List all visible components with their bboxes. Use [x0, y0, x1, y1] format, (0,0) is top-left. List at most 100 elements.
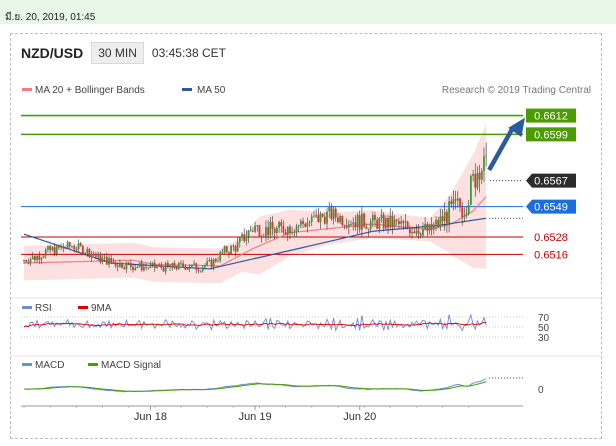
candle-body — [77, 243, 80, 250]
candle-body — [84, 252, 86, 255]
candle-body — [384, 218, 387, 229]
candle-body — [223, 246, 226, 253]
candle-body — [186, 268, 189, 270]
candle-body — [57, 245, 60, 248]
candle-body — [417, 230, 420, 234]
candle-body — [280, 222, 283, 226]
macd-signal-line — [24, 381, 487, 392]
candle-body — [166, 262, 169, 266]
candle-body — [313, 216, 315, 218]
candle-body — [411, 231, 413, 234]
candle-body — [437, 219, 440, 227]
candle-body — [112, 261, 115, 263]
candle-body — [467, 204, 470, 214]
candle-body — [81, 246, 84, 255]
candle-body — [443, 211, 446, 222]
candle-body — [275, 227, 278, 233]
candle-body — [225, 246, 228, 253]
candle-body — [308, 221, 311, 223]
candle-body — [88, 248, 91, 258]
candlesticks — [23, 142, 488, 275]
chart-time: 03:45:38 CET — [151, 46, 226, 60]
candle-body — [378, 218, 381, 229]
candle-body — [470, 175, 472, 205]
rsi-legend-label: RSI — [35, 303, 52, 314]
macd-signal-legend-swatch — [88, 363, 98, 366]
price-tag-box — [526, 127, 576, 142]
candle-body — [136, 266, 139, 268]
candle-body — [230, 245, 232, 255]
candle-body — [103, 256, 106, 258]
candle-body — [350, 223, 352, 225]
candle-body — [241, 234, 243, 238]
candle-body — [171, 262, 174, 267]
bollinger-band-fill — [24, 124, 487, 284]
macd-line — [23, 378, 487, 393]
candle-body — [149, 264, 152, 269]
candle-body — [408, 227, 411, 234]
candle-body — [435, 219, 437, 225]
candle-body — [97, 253, 100, 257]
legend: MA 20 + Bollinger Bands MA 50 Research ©… — [22, 85, 591, 371]
ma20-legend-label: MA 20 + Bollinger Bands — [35, 85, 145, 96]
chart-header: NZD/USD 30 MIN 03:45:38 CET — [21, 42, 226, 64]
candle-body — [101, 257, 104, 263]
candle-body — [332, 208, 335, 220]
price-tag-text: 0.6567 — [534, 176, 568, 188]
candle-body — [406, 221, 409, 228]
candle-body — [265, 227, 267, 237]
candle-body — [34, 256, 36, 261]
candle-body — [79, 243, 82, 247]
candle-body — [108, 258, 110, 265]
candle-body — [160, 265, 163, 268]
candle-body — [105, 256, 108, 265]
candle-body — [297, 225, 300, 227]
candle-body — [62, 246, 65, 249]
candle-body — [204, 265, 206, 268]
candle-body — [140, 262, 143, 271]
candle-body — [356, 215, 359, 228]
candle-body — [339, 216, 341, 223]
candle-body — [273, 228, 276, 233]
candle-body — [422, 228, 424, 236]
candle-body — [195, 263, 198, 270]
candle-body — [125, 262, 128, 270]
candle-body — [439, 216, 442, 227]
timeframe-button[interactable]: 30 MIN — [91, 42, 144, 64]
candle-body — [123, 267, 126, 270]
candle-body — [31, 256, 34, 260]
candle-body — [193, 263, 195, 265]
candle-body — [267, 227, 270, 236]
candle-body — [326, 211, 328, 224]
candle-body — [38, 255, 41, 260]
price-tag-text: 0.6549 — [534, 202, 568, 214]
candle-body — [476, 172, 479, 188]
candle-body — [260, 236, 263, 238]
candle-body — [73, 246, 76, 250]
candle-body — [413, 231, 416, 234]
candle-body — [456, 198, 459, 201]
candle-body — [363, 213, 365, 227]
candle-body — [145, 266, 147, 268]
projection-arrow-shaft — [487, 126, 515, 172]
candle-body — [249, 230, 252, 232]
candle-body — [454, 199, 457, 201]
candle-body — [345, 225, 348, 228]
price-tag-0.6612: 0.6612 — [526, 108, 576, 123]
price-tag-0.6599: 0.6599 — [526, 127, 576, 142]
candle-body — [282, 225, 285, 233]
candle-body — [446, 211, 448, 224]
candle-body — [188, 267, 191, 269]
candle-body — [153, 262, 156, 268]
x-tick-label: Jun 18 — [134, 411, 167, 423]
rsi-tick-label: 30 — [538, 333, 550, 344]
candle-body — [387, 218, 389, 228]
candle-body — [450, 201, 453, 205]
candle-body — [236, 242, 239, 252]
candle-body — [173, 262, 176, 268]
candle-body — [376, 219, 379, 229]
candle-body — [66, 242, 69, 249]
candle-body — [182, 263, 185, 267]
candle-body — [371, 215, 374, 222]
candle-body — [138, 262, 141, 267]
